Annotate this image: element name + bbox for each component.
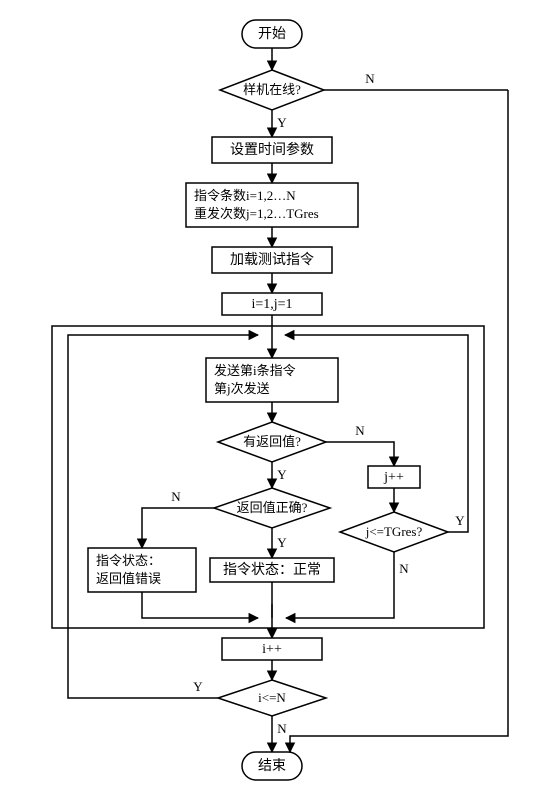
label-p-send-1: 发送第i条指令 <box>214 363 296 378</box>
label-d-ile: i<=N <box>258 690 286 705</box>
label-d-correct: 返回值正确? <box>237 500 308 515</box>
label-p-err-2: 返回值错误 <box>96 571 161 586</box>
label-p-send-2: 第j次发送 <box>214 381 270 396</box>
label-end: 结束 <box>258 758 286 774</box>
label-p-time: 设置时间参数 <box>230 141 314 158</box>
label-yes-1: Y <box>277 115 287 130</box>
label-yes-5: Y <box>193 679 203 694</box>
label-p-ipp: i++ <box>262 642 282 657</box>
label-yes-2: Y <box>277 467 287 482</box>
label-no-4: N <box>171 489 181 504</box>
label-yes-4: Y <box>277 535 287 550</box>
label-no-2: N <box>355 423 365 438</box>
label-d-return: 有返回值? <box>243 434 301 449</box>
label-d-jle: j<=TGres? <box>365 524 423 539</box>
label-p-load: 加载测试指令 <box>230 252 314 268</box>
flowchart-canvas: Y N Y N Y N Y N N Y 开始 样机在 <box>0 0 544 799</box>
label-p-ok: 指令状态：正常 <box>223 562 321 578</box>
label-no-3: N <box>399 561 409 576</box>
label-p-err-1: 指令状态： <box>96 553 161 568</box>
label-p-jpp: j++ <box>383 470 404 485</box>
label-start: 开始 <box>258 26 286 42</box>
label-p-init: i=1,j=1 <box>251 297 292 312</box>
label-no-1: N <box>365 71 375 86</box>
label-p-params-2: 重发次数j=1,2…TGres <box>194 206 319 221</box>
label-yes-3: Y <box>455 513 465 528</box>
label-p-params-1: 指令条数i=1,2…N <box>194 188 296 203</box>
label-no-5: N <box>277 721 287 736</box>
label-d-online: 样机在线? <box>243 82 301 97</box>
